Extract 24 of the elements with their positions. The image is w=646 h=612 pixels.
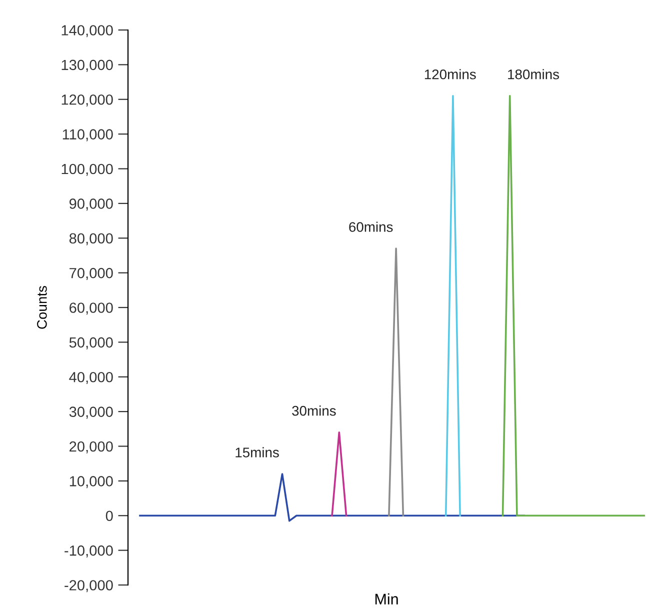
y-tick-label: 80,000 xyxy=(69,233,113,246)
y-tick-label: 70,000 xyxy=(70,268,113,280)
y-tick-label: 130,000 xyxy=(62,60,113,72)
y-tick-label: 120,000 xyxy=(62,94,113,107)
y-tick-label: 40,000 xyxy=(69,372,113,384)
y-tick-label: 50,000 xyxy=(69,337,113,350)
x-axis-title: Min xyxy=(375,593,398,604)
y-tick-label: 100,000 xyxy=(62,164,113,176)
y-tick-label: 110,000 xyxy=(62,129,113,142)
y-tick-label: 140,000 xyxy=(62,25,113,38)
y-tick-label: 30,000 xyxy=(69,406,113,419)
y-tick-label: 0 xyxy=(106,510,113,522)
series-label: 15mins xyxy=(236,447,279,458)
y-tick-label: 10,000 xyxy=(70,476,113,488)
y-axis-title: Counts xyxy=(37,286,47,329)
y-tick-label: 60,000 xyxy=(70,302,113,315)
y-tick-label: -20,000 xyxy=(64,580,113,592)
series-label: 30mins xyxy=(292,406,336,416)
series-label: 180mins xyxy=(508,69,560,80)
series-label: 120mins xyxy=(424,69,476,80)
y-tick-label: 90,000 xyxy=(70,198,113,211)
series-label: 60mins xyxy=(349,222,393,232)
y-tick-label: 20,000 xyxy=(70,441,113,454)
y-tick-label: -10,000 xyxy=(64,545,113,558)
